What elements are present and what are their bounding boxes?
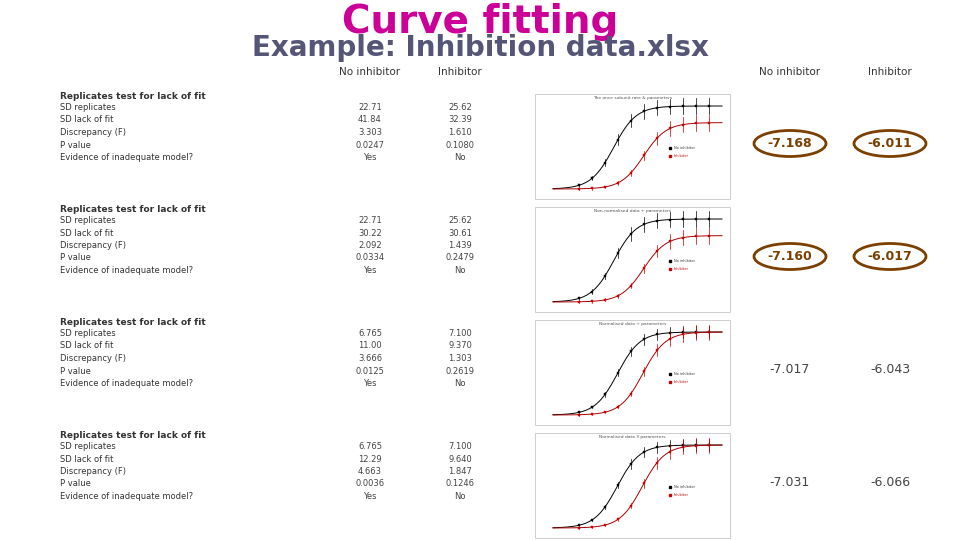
Text: Yes: Yes — [363, 379, 376, 388]
Text: -7.031: -7.031 — [770, 476, 810, 489]
Text: No inhibitor: No inhibitor — [674, 485, 695, 489]
Text: Replicates test for lack of fit: Replicates test for lack of fit — [60, 318, 205, 327]
Text: Evidence of inadequate model?: Evidence of inadequate model? — [60, 379, 193, 388]
Text: 30.22: 30.22 — [358, 228, 382, 238]
Text: SD lack of fit: SD lack of fit — [60, 455, 113, 463]
Text: 30.61: 30.61 — [448, 228, 472, 238]
Text: SD lack of fit: SD lack of fit — [60, 116, 113, 125]
Bar — [535, 433, 730, 538]
Text: 12.29: 12.29 — [358, 455, 382, 463]
Text: No inhibitor: No inhibitor — [340, 67, 400, 77]
Bar — [535, 320, 730, 425]
Text: P value: P value — [60, 367, 91, 375]
Text: No: No — [454, 492, 466, 501]
Text: 6.765: 6.765 — [358, 329, 382, 338]
Text: 22.71: 22.71 — [358, 216, 382, 225]
Text: P value: P value — [60, 480, 91, 489]
Text: -7.160: -7.160 — [768, 250, 812, 263]
Text: No inhibitor: No inhibitor — [674, 259, 695, 263]
Text: -6.017: -6.017 — [868, 250, 912, 263]
Text: 25.62: 25.62 — [448, 216, 472, 225]
Text: 4.663: 4.663 — [358, 467, 382, 476]
Text: 25.62: 25.62 — [448, 103, 472, 112]
Text: 9.370: 9.370 — [448, 341, 472, 350]
Bar — [535, 207, 730, 312]
Text: Yes: Yes — [363, 492, 376, 501]
Text: Normalised data 3 parameters: Normalised data 3 parameters — [599, 435, 665, 439]
Text: Replicates test for lack of fit: Replicates test for lack of fit — [60, 205, 205, 214]
Text: No: No — [454, 266, 466, 275]
Text: P value: P value — [60, 253, 91, 262]
Text: 0.1246: 0.1246 — [445, 480, 474, 489]
Text: P value: P value — [60, 140, 91, 150]
Text: Yes: Yes — [363, 266, 376, 275]
Text: Non-normalised data + parameters: Non-normalised data + parameters — [594, 209, 671, 213]
Text: 2.092: 2.092 — [358, 241, 382, 250]
Text: -7.168: -7.168 — [768, 137, 812, 150]
Text: -6.043: -6.043 — [870, 363, 910, 376]
Text: 41.84: 41.84 — [358, 116, 382, 125]
Text: 0.2619: 0.2619 — [445, 367, 474, 375]
Text: 1.439: 1.439 — [448, 241, 472, 250]
Text: -6.011: -6.011 — [868, 137, 912, 150]
Text: Evidence of inadequate model?: Evidence of inadequate model? — [60, 266, 193, 275]
Text: 0.0125: 0.0125 — [355, 367, 384, 375]
Text: Discrepancy (F): Discrepancy (F) — [60, 128, 126, 137]
Text: 11.00: 11.00 — [358, 341, 382, 350]
Text: Inhibitor: Inhibitor — [674, 267, 689, 271]
Text: SD lack of fit: SD lack of fit — [60, 228, 113, 238]
Text: 0.2479: 0.2479 — [445, 253, 474, 262]
Text: No: No — [454, 153, 466, 162]
Text: Inhibitor: Inhibitor — [868, 67, 912, 77]
Text: No inhibitor: No inhibitor — [674, 146, 695, 150]
Text: Replicates test for lack of fit: Replicates test for lack of fit — [60, 92, 205, 101]
Text: SD replicates: SD replicates — [60, 103, 116, 112]
Text: SD replicates: SD replicates — [60, 329, 116, 338]
Text: 0.1080: 0.1080 — [445, 140, 474, 150]
Text: Normalised data + parameters: Normalised data + parameters — [599, 322, 666, 326]
Text: The once subunit rate & parameters: The once subunit rate & parameters — [593, 96, 672, 100]
Text: -7.017: -7.017 — [770, 363, 810, 376]
Text: Example: Inhibition data.xlsx: Example: Inhibition data.xlsx — [252, 34, 708, 62]
Text: 6.765: 6.765 — [358, 442, 382, 451]
Text: Evidence of inadequate model?: Evidence of inadequate model? — [60, 492, 193, 501]
Text: 0.0247: 0.0247 — [355, 140, 385, 150]
Text: No inhibitor: No inhibitor — [674, 372, 695, 376]
Text: 22.71: 22.71 — [358, 103, 382, 112]
Text: 32.39: 32.39 — [448, 116, 472, 125]
Text: 0.0334: 0.0334 — [355, 253, 385, 262]
Text: 9.640: 9.640 — [448, 455, 472, 463]
Text: 1.303: 1.303 — [448, 354, 472, 363]
Text: 0.0036: 0.0036 — [355, 480, 385, 489]
Text: Yes: Yes — [363, 153, 376, 162]
Text: Inhibitor: Inhibitor — [674, 493, 689, 497]
Text: No: No — [454, 379, 466, 388]
Text: SD replicates: SD replicates — [60, 216, 116, 225]
Text: 1.847: 1.847 — [448, 467, 472, 476]
Text: Discrepancy (F): Discrepancy (F) — [60, 354, 126, 363]
Text: -6.066: -6.066 — [870, 476, 910, 489]
Text: 3.666: 3.666 — [358, 354, 382, 363]
Text: 7.100: 7.100 — [448, 329, 472, 338]
Text: Discrepancy (F): Discrepancy (F) — [60, 467, 126, 476]
Text: SD lack of fit: SD lack of fit — [60, 341, 113, 350]
Text: Curve fitting: Curve fitting — [342, 3, 618, 41]
Text: No inhibitor: No inhibitor — [759, 67, 821, 77]
Text: Discrepancy (F): Discrepancy (F) — [60, 241, 126, 250]
Text: 7.100: 7.100 — [448, 442, 472, 451]
Text: 3.303: 3.303 — [358, 128, 382, 137]
Text: Inhibitor: Inhibitor — [674, 154, 689, 158]
Text: Inhibitor: Inhibitor — [674, 380, 689, 384]
Text: SD replicates: SD replicates — [60, 442, 116, 451]
Text: Replicates test for lack of fit: Replicates test for lack of fit — [60, 431, 205, 440]
Text: Inhibitor: Inhibitor — [438, 67, 482, 77]
Text: Evidence of inadequate model?: Evidence of inadequate model? — [60, 153, 193, 162]
Bar — [535, 94, 730, 199]
Text: 1.610: 1.610 — [448, 128, 472, 137]
